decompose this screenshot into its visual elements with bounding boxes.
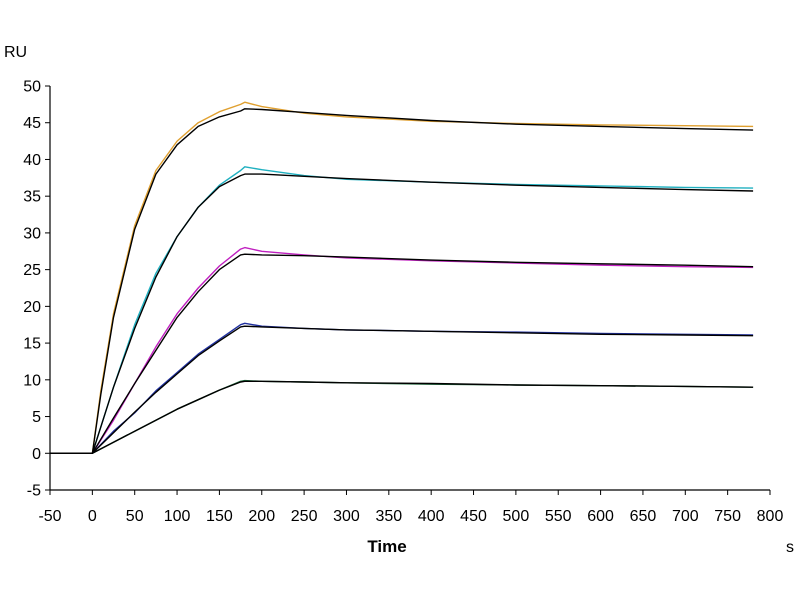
- series-1-fit-line: [50, 108, 754, 454]
- x-axis-ticks: -50 0 50 100 150 200 250 300 350 400 450 500 550 600 6…: [38, 490, 783, 525]
- x-axis-title: Time: [367, 537, 406, 556]
- x-tick-label: 650: [630, 508, 657, 525]
- y-tick-label: 40: [23, 152, 41, 169]
- x-tick-label: 600: [587, 508, 614, 525]
- series-2-measured-line: [50, 166, 754, 454]
- x-tick-label: 350: [375, 508, 402, 525]
- x-tick-label: 700: [672, 508, 699, 525]
- x-tick-label: 200: [248, 508, 275, 525]
- y-tick-label: 20: [23, 299, 41, 316]
- x-tick-label: 800: [757, 508, 784, 525]
- x-tick-label: 450: [460, 508, 487, 525]
- series-2-fit-line: [50, 173, 754, 454]
- x-tick-label: 300: [333, 508, 360, 525]
- y-axis-label: RU: [4, 44, 27, 61]
- series-4-measured-line: [50, 322, 754, 454]
- y-tick-label: 10: [23, 372, 41, 389]
- y-tick-label: 45: [23, 115, 41, 132]
- x-tick-label: 0: [88, 508, 97, 525]
- y-tick-label: 5: [32, 409, 41, 426]
- y-tick-label: 15: [23, 336, 41, 353]
- y-tick-label: 30: [23, 225, 41, 242]
- y-tick-label: -5: [27, 483, 41, 500]
- x-tick-label: 100: [164, 508, 191, 525]
- series-5-fit-line: [50, 380, 754, 454]
- x-tick-label: 250: [291, 508, 318, 525]
- y-tick-label: 35: [23, 189, 41, 206]
- x-tick-label: 750: [714, 508, 741, 525]
- y-tick-label: 50: [23, 79, 41, 96]
- y-axis-ticks: -5 0 5 10 15 20 25 30 35 40 45 50: [23, 79, 50, 500]
- x-tick-label: 500: [503, 508, 530, 525]
- x-tick-label: 150: [206, 508, 233, 525]
- y-tick-label: 25: [23, 262, 41, 279]
- x-axis-unit: s: [786, 539, 794, 556]
- x-tick-label: 50: [126, 508, 144, 525]
- x-tick-label: 400: [418, 508, 445, 525]
- y-tick-label: 0: [32, 446, 41, 463]
- series-layer: [50, 101, 754, 454]
- x-tick-label: -50: [38, 508, 61, 525]
- series-3-fit-line: [50, 253, 754, 454]
- x-tick-label: 550: [545, 508, 572, 525]
- series-4-fit-line: [50, 325, 754, 454]
